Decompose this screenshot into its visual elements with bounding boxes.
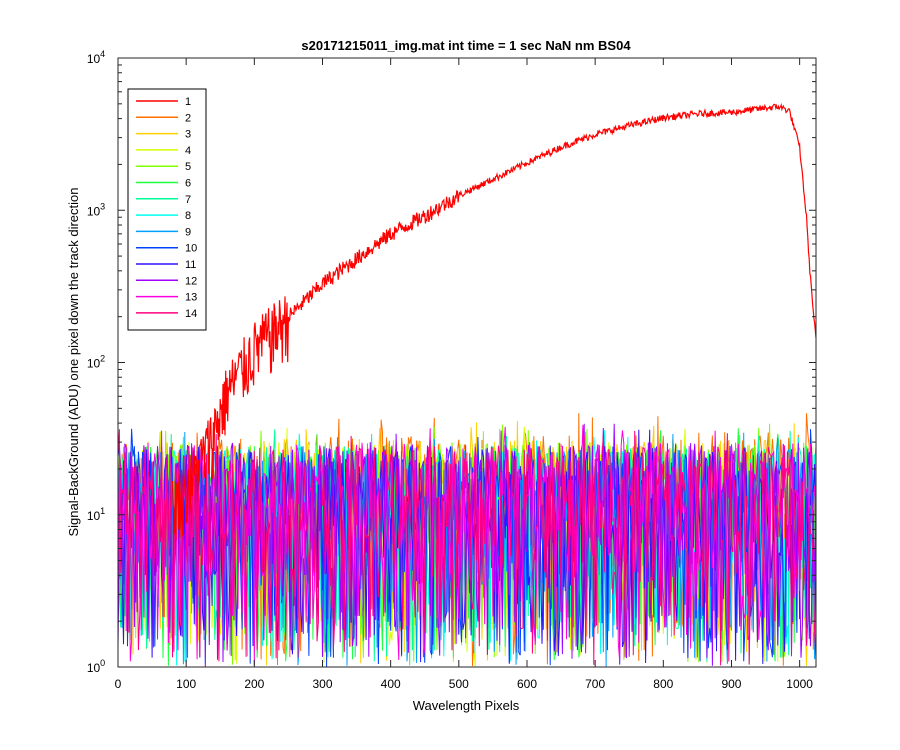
- legend-label-10: 10: [185, 243, 197, 255]
- series-line-7: [118, 429, 816, 665]
- x-tick-label: 600: [517, 677, 537, 691]
- x-tick-label: 1000: [786, 677, 813, 691]
- legend-label-5: 5: [185, 161, 191, 173]
- x-tick-label: 800: [653, 677, 673, 691]
- x-tick-label: 900: [721, 677, 741, 691]
- series-layer: [118, 102, 816, 667]
- series-line-1: [171, 102, 816, 540]
- x-tick-label: 400: [381, 677, 401, 691]
- x-tick-label: 200: [244, 677, 264, 691]
- legend-box: [127, 88, 207, 331]
- chart-title: s20171215011_img.mat int time = 1 sec Na…: [301, 38, 631, 53]
- legend-label-12: 12: [185, 275, 197, 287]
- ticks-layer: 0 100 200 300 400 500 600 700 800 900 100010010110…: [87, 49, 816, 691]
- x-axis-label: Wavelength Pixels: [413, 698, 520, 713]
- series-line-14: [118, 429, 816, 666]
- legend-label-4: 4: [185, 145, 191, 157]
- legend-label-8: 8: [185, 210, 191, 222]
- x-tick-label: 700: [585, 677, 605, 691]
- y-tick-label: 100: [87, 658, 105, 675]
- legend-label-13: 13: [185, 292, 197, 304]
- y-axis-label: Signal-BackGround (ADU) one pixel down t…: [66, 187, 81, 536]
- legend-label-3: 3: [185, 129, 191, 141]
- legend-label-6: 6: [185, 178, 191, 190]
- legend-label-7: 7: [185, 194, 191, 206]
- y-tick-label: 103: [87, 201, 105, 218]
- x-tick-label: 500: [449, 677, 469, 691]
- legend-label-2: 2: [185, 112, 191, 124]
- x-tick-label: 0: [115, 677, 122, 691]
- x-tick-label: 300: [312, 677, 332, 691]
- plot-area: 0 100 200 300 400 500 600 700 800 900 100010010110…: [87, 49, 817, 691]
- legend-label-1: 1: [185, 96, 191, 108]
- legend-label-14: 14: [185, 308, 197, 320]
- y-tick-label: 104: [87, 49, 105, 66]
- legend-label-9: 9: [185, 226, 191, 238]
- y-tick-label: 102: [87, 354, 105, 371]
- y-tick-label: 101: [87, 506, 105, 523]
- x-tick-label: 100: [176, 677, 196, 691]
- legend-label-11: 11: [185, 259, 196, 271]
